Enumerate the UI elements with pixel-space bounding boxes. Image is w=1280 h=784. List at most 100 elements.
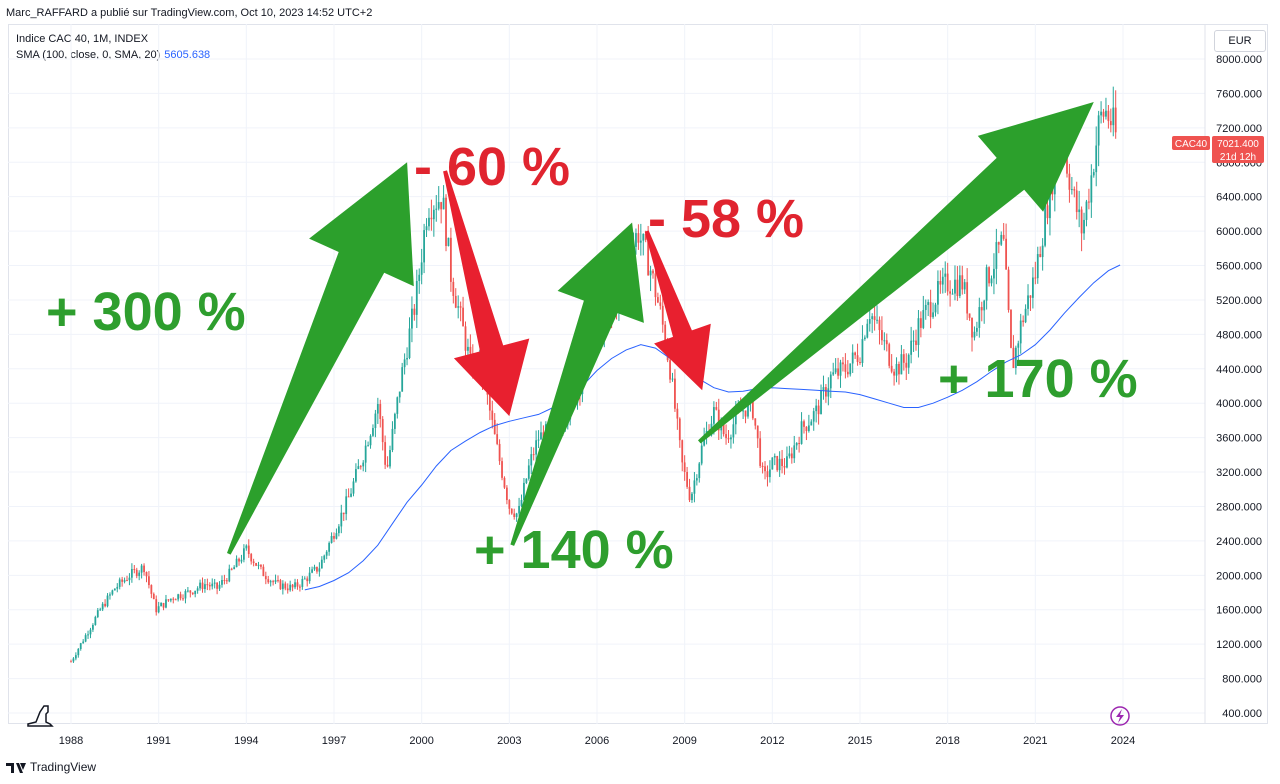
candle-body (428, 217, 430, 227)
y-tick-label: 2400.000 (1216, 536, 1262, 548)
candle-body (162, 602, 165, 608)
candle-body (1088, 201, 1090, 203)
candle-body (501, 461, 503, 478)
candle-body (691, 493, 693, 501)
y-tick-label: 8000.000 (1216, 54, 1262, 66)
candle-body (118, 579, 121, 587)
candle-body (84, 635, 87, 642)
candle-body (980, 307, 983, 311)
candle-body (990, 278, 993, 284)
candle-body (138, 572, 141, 577)
candle-body (408, 328, 411, 359)
candle-body (968, 313, 971, 318)
candle-body (1085, 201, 1088, 220)
candle-body (861, 339, 864, 363)
annotation-texts: + 300 % - 60 % + 140 % - 58 % + 170 % (46, 137, 1138, 580)
candle-body (74, 655, 77, 659)
candle-body (540, 432, 542, 440)
candle-body (140, 565, 143, 573)
candle-body (798, 442, 801, 444)
candle-body (1078, 209, 1081, 213)
candle-body (971, 317, 973, 338)
dinosaur-icon[interactable] (27, 705, 54, 727)
candle-body (722, 421, 725, 435)
candle-body (1095, 145, 1098, 173)
candle-body (727, 438, 730, 440)
candle-body (228, 568, 231, 582)
candle-body (116, 586, 119, 589)
candle-body (87, 634, 89, 636)
candle-body (776, 456, 779, 471)
candle-body (264, 576, 267, 580)
x-tick-label: 1997 (322, 735, 346, 747)
candle-body (844, 364, 847, 372)
candle-body (230, 568, 233, 570)
label-rise-1: + 300 % (46, 282, 246, 342)
candle-body (245, 545, 248, 549)
candle-body (527, 465, 530, 479)
candle-body (532, 454, 535, 456)
candle-body (900, 354, 903, 375)
sma-legend[interactable]: SMA (100, close, 0, SMA, 20) 5605.638 (16, 47, 210, 63)
candle-body (949, 291, 952, 294)
candle-body (1002, 234, 1005, 239)
candle-body (783, 466, 786, 468)
candle-body (257, 564, 260, 566)
candle-body (109, 594, 111, 596)
x-tick-label: 2018 (935, 735, 959, 747)
candle-body (688, 486, 691, 501)
price-tag: CAC40 7021.400 21d 12h (1172, 136, 1264, 163)
tradingview-logo-icon (6, 762, 26, 773)
candle-body (211, 583, 214, 587)
symbol-label[interactable]: Indice CAC 40, 1M, INDEX (16, 33, 149, 45)
lightning-icon[interactable] (1110, 706, 1130, 726)
candle-body (267, 579, 270, 583)
candle-body (240, 559, 243, 562)
price-tag-countdown: 21d 12h (1220, 152, 1256, 163)
candle-body (800, 421, 803, 444)
candle-body (937, 281, 939, 305)
candle-body (223, 580, 226, 582)
candle-body (260, 564, 262, 567)
candle-body (172, 598, 175, 600)
candle-body (186, 590, 189, 592)
candle-body (128, 577, 131, 581)
candle-body (318, 568, 321, 572)
x-tick-label: 2012 (760, 735, 784, 747)
candle-body (255, 563, 257, 566)
candle-body (929, 302, 932, 318)
candle-body (922, 310, 925, 328)
candle-body (734, 411, 737, 425)
candle-body (863, 337, 866, 340)
candle-body (837, 368, 839, 376)
candle-body (754, 418, 757, 426)
y-tick-label: 2800.000 (1216, 501, 1262, 513)
candle-body (851, 352, 854, 364)
candle-body (510, 508, 513, 514)
y-tick-label: 3200.000 (1216, 467, 1262, 479)
candle-body (993, 268, 995, 279)
candle-body (873, 316, 876, 321)
candle-body (469, 346, 472, 354)
candle-body (177, 594, 180, 600)
y-axis: 400.000 800.000 1200.000 1600.000 2000.000 24… (1216, 54, 1262, 720)
candle-body (934, 304, 937, 313)
candle-body (717, 409, 720, 431)
candle-body (1010, 309, 1012, 348)
candle-body (759, 438, 762, 466)
candle-body (130, 569, 133, 578)
currency-button[interactable]: EUR (1214, 30, 1266, 52)
candle-body (902, 354, 905, 363)
candle-body (822, 387, 825, 391)
candle-body (1017, 343, 1020, 348)
label-fall-1: - 60 % (414, 137, 570, 197)
candle-body (647, 240, 650, 276)
candle-body (325, 551, 328, 556)
candle-body (513, 513, 516, 517)
candle-body (1107, 110, 1110, 122)
candle-body (389, 450, 391, 467)
candle-body (1090, 175, 1093, 203)
y-tick-label: 7200.000 (1216, 123, 1262, 135)
candle-body (639, 240, 642, 243)
